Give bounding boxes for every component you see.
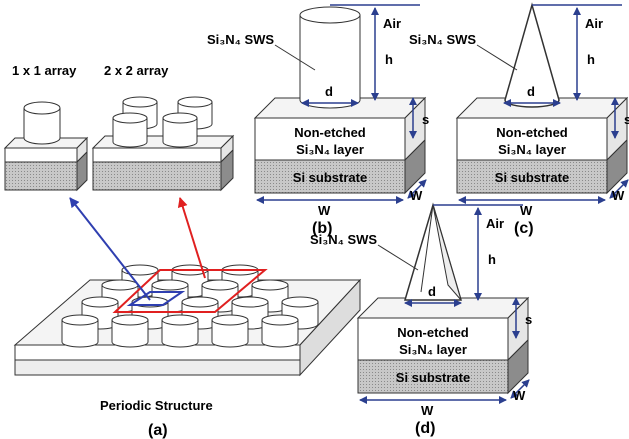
w-label: W xyxy=(421,403,434,418)
cylinder-top xyxy=(123,97,157,107)
cylinder-top xyxy=(112,315,148,325)
panel-tag: (c) xyxy=(514,220,534,237)
cylinder-top xyxy=(102,280,138,290)
layer-label: Si₃N₄ layer xyxy=(498,142,566,157)
air-label: Air xyxy=(486,216,504,231)
diagram: Si₃N₄ SWS Air h d s Non-etched Si₃N₄ layer Si s… xyxy=(0,0,629,439)
cylinder-top xyxy=(202,280,238,290)
cylinder-top xyxy=(252,280,288,290)
air-label: Air xyxy=(585,16,603,31)
layer-label: Si₃N₄ layer xyxy=(399,342,467,357)
block-substrate xyxy=(5,162,77,190)
cylinder-top xyxy=(82,297,118,307)
w-label: W xyxy=(513,388,526,403)
substrate-label: Si substrate xyxy=(293,170,367,185)
drawing: Si₃N₄ SWS Air h d s Non-etched Si₃N₄ layer Si s… xyxy=(5,5,629,437)
layer-label: Non-etched xyxy=(397,325,469,340)
w-label: W xyxy=(318,203,331,218)
layer-label: Non-etched xyxy=(294,125,366,140)
h-label: h xyxy=(385,52,393,67)
sws-label: Si₃N₄ SWS xyxy=(310,232,377,247)
cylinder-top xyxy=(212,315,248,325)
cylinder-top xyxy=(152,280,188,290)
pointer xyxy=(477,45,517,70)
cylinder-top xyxy=(24,102,60,114)
d-label: d xyxy=(428,284,436,299)
layer-label: Si₃N₄ layer xyxy=(296,142,364,157)
label-2x2: 2 x 2 array xyxy=(104,63,169,78)
cylinder-top xyxy=(162,315,198,325)
substrate-label: Si substrate xyxy=(495,170,569,185)
slab-front xyxy=(15,360,300,375)
block-substrate xyxy=(93,162,221,190)
block-layer xyxy=(5,148,77,162)
panel-tag: (a) xyxy=(148,422,168,439)
caption: Periodic Structure xyxy=(100,398,213,413)
substrate-label: Si substrate xyxy=(396,370,470,385)
layer-label: Non-etched xyxy=(496,125,568,140)
d-label: d xyxy=(325,84,333,99)
s-label: s xyxy=(525,312,532,327)
h-label: h xyxy=(488,252,496,267)
d-label: d xyxy=(527,84,535,99)
cylinder-top xyxy=(62,315,98,325)
panel-tag: (d) xyxy=(415,420,435,437)
sws-label: Si₃N₄ SWS xyxy=(409,32,476,47)
cylinder-top xyxy=(182,297,218,307)
h-label: h xyxy=(587,52,595,67)
cylinder-top xyxy=(163,113,197,123)
sws-label: Si₃N₄ SWS xyxy=(207,32,274,47)
cylinder-top xyxy=(262,315,298,325)
cylinder-top xyxy=(282,297,318,307)
s-label: s xyxy=(624,112,629,127)
cylinder-top xyxy=(113,113,147,123)
label-1x1: 1 x 1 array xyxy=(12,63,77,78)
pointer xyxy=(378,245,418,270)
w-label: W xyxy=(410,188,423,203)
block-top xyxy=(358,298,528,318)
cylinder-top xyxy=(300,7,360,23)
cylinder-top xyxy=(178,97,212,107)
w-label: W xyxy=(612,188,625,203)
cylinder-top xyxy=(232,297,268,307)
slab-front xyxy=(15,345,300,360)
air-label: Air xyxy=(383,16,401,31)
block-layer xyxy=(93,148,221,162)
s-label: s xyxy=(422,112,429,127)
